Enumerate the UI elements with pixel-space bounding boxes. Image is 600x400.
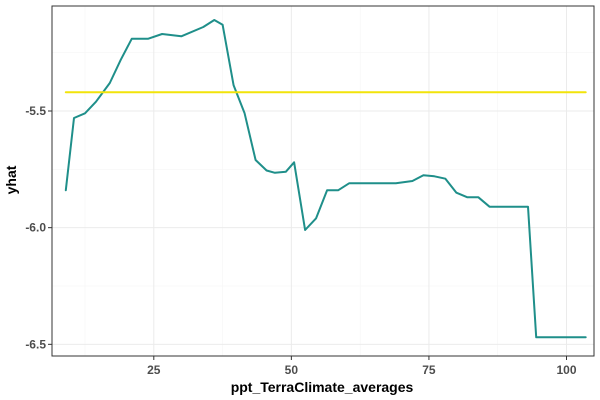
yhat-line: [64, 19, 587, 339]
axes: 25 50 75 100 -5.5 -6.0 -6.5: [25, 5, 595, 377]
x-tick-label: 100: [556, 363, 576, 377]
panel-border: [51, 5, 595, 357]
x-tick-label: 25: [147, 363, 161, 377]
y-tick-label: -6.0: [25, 221, 46, 235]
y-tick-label: -5.5: [25, 104, 46, 118]
x-axis-title: ppt_TerraClimate_averages: [231, 379, 414, 395]
y-tick-label: -6.5: [25, 337, 46, 351]
grid: [52, 6, 594, 356]
x-tick-label: 50: [285, 363, 299, 377]
x-tick-label: 75: [422, 363, 436, 377]
y-axis-title: yhat: [3, 165, 19, 194]
series-layer: [64, 19, 587, 339]
